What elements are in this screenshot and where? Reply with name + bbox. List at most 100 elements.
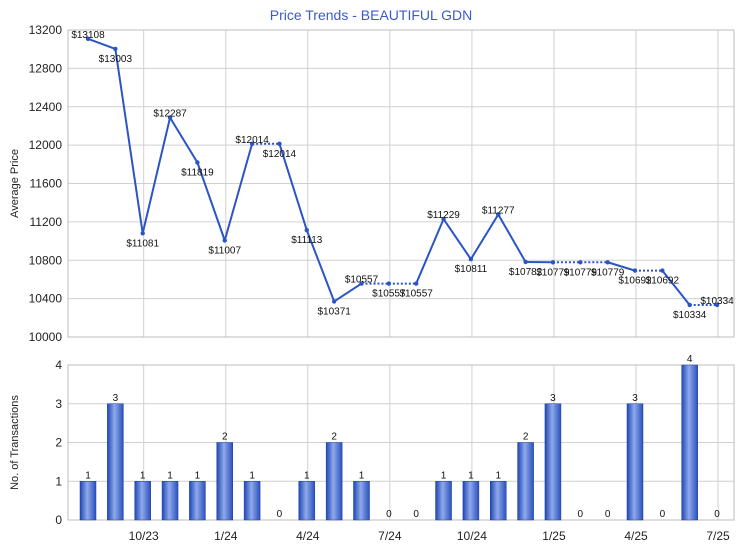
price-point bbox=[304, 228, 309, 233]
price-data-label: $10334 bbox=[673, 310, 707, 321]
tx-bar bbox=[517, 442, 534, 521]
price-line-segment bbox=[442, 218, 472, 260]
price-line-segment bbox=[415, 218, 445, 284]
tx-bar-label: 3 bbox=[632, 393, 638, 404]
price-data-label: $12014 bbox=[263, 149, 297, 160]
price-point bbox=[660, 268, 665, 273]
price-data-label: $13108 bbox=[71, 30, 105, 41]
price-data-label: $11113 bbox=[291, 235, 323, 246]
x-tick-label: 10/24 bbox=[457, 529, 487, 543]
price-data-label: $10334 bbox=[700, 296, 734, 307]
tx-bar-label: 1 bbox=[495, 470, 501, 481]
tx-bar-label: 1 bbox=[359, 470, 365, 481]
price-point bbox=[331, 299, 337, 304]
price-point bbox=[496, 212, 501, 217]
price-data-label: $10779 bbox=[591, 267, 625, 278]
tx-bar bbox=[107, 403, 124, 521]
tx-bar-label: 0 bbox=[413, 509, 419, 520]
price-point bbox=[414, 281, 419, 286]
tx-bar bbox=[490, 481, 507, 521]
price-data-label: $10692 bbox=[646, 276, 680, 287]
price-data-label: $11081 bbox=[126, 238, 159, 249]
x-tick-label: 7/25 bbox=[706, 529, 730, 543]
price-line-segment bbox=[169, 117, 199, 164]
price-point bbox=[550, 260, 556, 265]
tx-bar bbox=[134, 481, 151, 521]
price-point bbox=[605, 260, 610, 265]
tx-bar bbox=[161, 481, 179, 521]
tx-bar-label: 0 bbox=[386, 509, 392, 520]
price-data-label: $10371 bbox=[317, 306, 351, 317]
tx-y-tick: 0 bbox=[55, 513, 62, 527]
price-line-segment bbox=[87, 37, 116, 50]
x-tick-label: 1/25 bbox=[542, 529, 566, 543]
price-data-label: $10782 bbox=[509, 267, 543, 278]
x-tick-label: 10/23 bbox=[129, 529, 159, 543]
tx-bar bbox=[325, 442, 343, 521]
tx-bar-label: 0 bbox=[605, 509, 611, 520]
tx-y-tick: 1 bbox=[55, 474, 62, 488]
tx-bar-label: 0 bbox=[277, 509, 283, 520]
price-y-tick: 10400 bbox=[29, 292, 63, 306]
price-data-label: $13003 bbox=[99, 54, 133, 65]
tx-y-tick: 4 bbox=[55, 358, 62, 372]
price-data-label: $10811 bbox=[455, 264, 488, 275]
price-y-tick: 10800 bbox=[29, 253, 63, 267]
tx-bar-label: 2 bbox=[222, 432, 228, 443]
price-line-segment bbox=[333, 282, 363, 303]
price-y-tick: 13200 bbox=[29, 23, 63, 37]
price-data-label: $11277 bbox=[482, 205, 515, 216]
tx-bar-label: 0 bbox=[714, 509, 720, 520]
price-line-panel: 10000 10400 10800 11200 11600 12000 12400 12800… bbox=[9, 23, 735, 344]
x-tick-label: 4/24 bbox=[296, 529, 320, 543]
tx-bar-label: 1 bbox=[167, 470, 173, 481]
chart-title: Price Trends - BEAUTIFUL GDN bbox=[270, 7, 473, 23]
price-point bbox=[167, 115, 173, 120]
tx-bar bbox=[189, 481, 206, 521]
tx-bar bbox=[626, 403, 644, 521]
price-y-tick: 12000 bbox=[29, 138, 63, 152]
tx-bar-label: 3 bbox=[550, 393, 556, 404]
tx-plot-frame bbox=[67, 364, 735, 521]
price-line-segment bbox=[661, 269, 691, 306]
price-point bbox=[113, 46, 118, 52]
price-line-segment bbox=[223, 143, 254, 241]
tx-bar-label: 1 bbox=[441, 470, 447, 481]
price-y-tick: 11200 bbox=[30, 215, 63, 229]
price-point bbox=[687, 302, 692, 308]
tx-bar-label: 0 bbox=[578, 509, 584, 520]
price-line-segment bbox=[470, 213, 500, 260]
price-line-segment bbox=[196, 162, 226, 241]
tx-bar-label: 2 bbox=[523, 432, 529, 443]
tx-y-axis-label: No. of Transactions bbox=[9, 395, 21, 490]
price-point bbox=[85, 36, 91, 42]
tx-y-tick: 3 bbox=[55, 397, 62, 411]
price-y-tick: 12400 bbox=[29, 100, 63, 114]
price-point bbox=[222, 238, 227, 243]
price-data-label: $10557 bbox=[400, 289, 434, 300]
x-tick-label: 4/25 bbox=[624, 529, 648, 543]
price-point bbox=[714, 302, 720, 308]
tx-bar bbox=[353, 481, 370, 521]
tx-bar-label: 4 bbox=[687, 354, 693, 365]
price-data-label: $10779 bbox=[564, 267, 598, 278]
tx-bar bbox=[681, 364, 698, 521]
price-line-segment bbox=[278, 143, 308, 231]
tx-bar-label: 3 bbox=[113, 393, 119, 404]
price-point bbox=[632, 268, 638, 273]
tx-bar-label: 0 bbox=[660, 509, 666, 520]
price-data-label: $10557 bbox=[345, 275, 379, 286]
price-data-label: $10779 bbox=[536, 267, 570, 278]
tx-bar-label: 1 bbox=[468, 470, 474, 481]
price-line-segment bbox=[497, 213, 527, 263]
price-data-label: $11819 bbox=[181, 167, 214, 178]
price-line-segment bbox=[141, 117, 172, 234]
price-y-tick: 12800 bbox=[29, 61, 63, 75]
tx-bar bbox=[79, 481, 97, 521]
price-data-label: $11007 bbox=[208, 245, 241, 256]
price-point bbox=[359, 281, 364, 286]
tx-bar-label: 1 bbox=[249, 470, 255, 481]
tx-bar bbox=[462, 481, 480, 521]
tx-bar-label: 1 bbox=[304, 470, 310, 481]
